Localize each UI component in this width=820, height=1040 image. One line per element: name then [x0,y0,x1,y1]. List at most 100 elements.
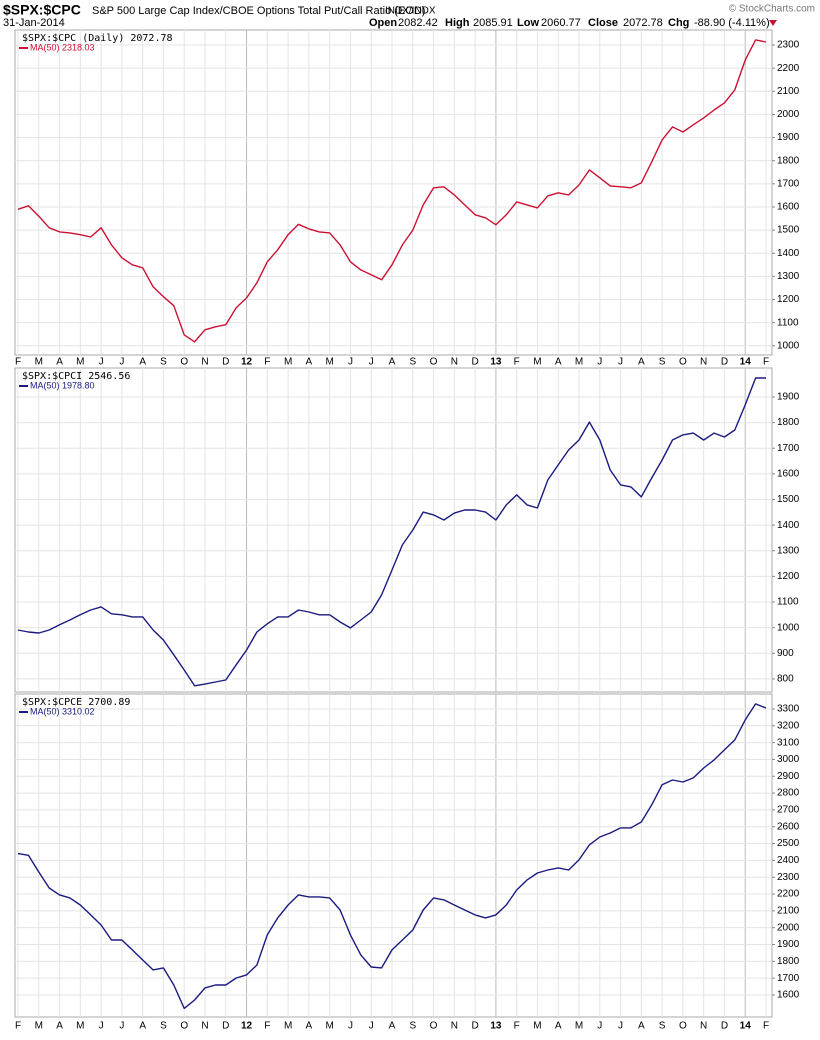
x-tick-label: A [139,357,146,368]
x-tick-label: J [119,357,124,368]
x-tick-label: N [451,1021,458,1032]
x-tick-label: J [597,1021,602,1032]
close-label: Close [588,17,618,29]
y-tick-label: 1100 [777,597,799,608]
y-tick-label: 1800 [777,956,800,967]
y-tick-label: 2200 [777,63,800,74]
legend-label: MA(50) 1978.80 [30,380,95,390]
open-label: Open [369,17,397,29]
x-tick-label: M [575,357,583,368]
y-tick-label: 2600 [777,821,800,832]
x-tick-label: A [389,357,396,368]
chg-value: -88.90 (-4.11%) [694,17,770,29]
symbol: $SPX:$CPC [3,2,81,18]
x-tick-label: S [659,357,666,368]
y-tick-label: 2300 [777,872,800,883]
y-tick-label: 2000 [777,109,800,120]
y-tick-label: 2200 [777,889,800,900]
x-tick-label: N [700,1021,707,1032]
x-tick-label: D [471,357,478,368]
y-tick-label: 2100 [777,86,800,97]
line-series [17,703,767,1010]
y-tick-label: 1200 [777,571,800,582]
y-tick-label: 1100 [777,317,799,328]
x-tick-label: O [180,357,188,368]
y-tick-label: 1000 [777,340,800,351]
x-tick-label: J [597,357,602,368]
x-tick-label: F [514,357,520,368]
x-tick-label: 13 [490,357,502,368]
x-tick-label: M [35,1021,43,1032]
x-tick-label: S [409,1021,416,1032]
x-tick-label: M [284,357,292,368]
y-tick-label: 2800 [777,788,800,799]
y-tick-label: 1300 [777,271,800,282]
x-tick-label: J [618,357,623,368]
x-tick-label: S [409,357,416,368]
x-tick-label: J [369,357,374,368]
y-tick-label: 1400 [777,248,800,259]
chg-label: Chg [668,17,689,29]
x-tick-label: F [514,1021,520,1032]
y-tick-label: 1900 [777,392,800,403]
panel-frame [14,693,773,1018]
x-tick-label: F [15,1021,21,1032]
x-tick-label: M [76,357,84,368]
legend-title: $SPX:$CPCE 2700.89 [22,697,130,708]
y-tick-label: 2100 [777,905,800,916]
y-tick-label: 2900 [777,771,800,782]
x-tick-label: M [325,357,333,368]
y-tick-label: 2700 [777,805,800,816]
x-tick-label: J [618,1021,623,1032]
x-tick-label: S [659,1021,666,1032]
x-tick-label: N [201,1021,208,1032]
y-tick-label: 1500 [777,225,800,236]
panel-frame [14,367,773,693]
x-tick-label: A [56,357,63,368]
x-tick-label: J [369,1021,374,1032]
high-value: 2085.91 [473,17,513,29]
x-tick-label: F [15,357,21,368]
x-tick-label: A [389,1021,396,1032]
legend-label: MA(50) 3310.02 [30,706,95,716]
x-tick-label: O [679,357,687,368]
low-label: Low [517,17,539,29]
y-tick-label: 2400 [777,855,800,866]
y-tick-label: 1300 [777,545,800,556]
x-tick-label: 14 [740,357,752,368]
x-tick-label: D [721,357,728,368]
x-tick-label: A [56,1021,63,1032]
x-tick-label: A [555,1021,562,1032]
x-tick-label: N [700,357,707,368]
y-tick-label: 3200 [777,720,800,731]
x-tick-label: A [306,357,313,368]
x-tick-label: O [430,1021,438,1032]
y-tick-label: 1400 [777,520,800,531]
x-tick-label: S [160,357,167,368]
x-tick-label: J [119,1021,124,1032]
x-tick-label: F [763,357,769,368]
y-tick-label: 900 [777,648,794,659]
x-tick-label: O [180,1021,188,1032]
x-tick-label: J [99,357,104,368]
close-value: 2072.78 [623,17,663,29]
y-tick-label: 800 [777,674,794,685]
low-value: 2060.77 [541,17,581,29]
date: 31-Jan-2014 [3,17,65,29]
x-tick-label: J [99,1021,104,1032]
high-label: High [445,17,470,29]
y-tick-label: 3000 [777,754,800,765]
open-value: 2082.42 [398,17,438,29]
x-tick-label: M [284,1021,292,1032]
exchange: INDX/INDX [385,6,436,17]
line-series [17,39,767,343]
y-tick-label: 1200 [777,294,800,305]
y-tick-label: 1900 [777,132,800,143]
description: S&P 500 Large Cap Index/CBOE Options Tot… [92,5,425,17]
x-tick-label: M [533,357,541,368]
x-tick-label: 14 [740,1021,752,1032]
y-tick-label: 2500 [777,838,800,849]
x-tick-label: J [348,357,353,368]
x-tick-label: N [201,357,208,368]
y-tick-label: 2300 [777,40,800,51]
